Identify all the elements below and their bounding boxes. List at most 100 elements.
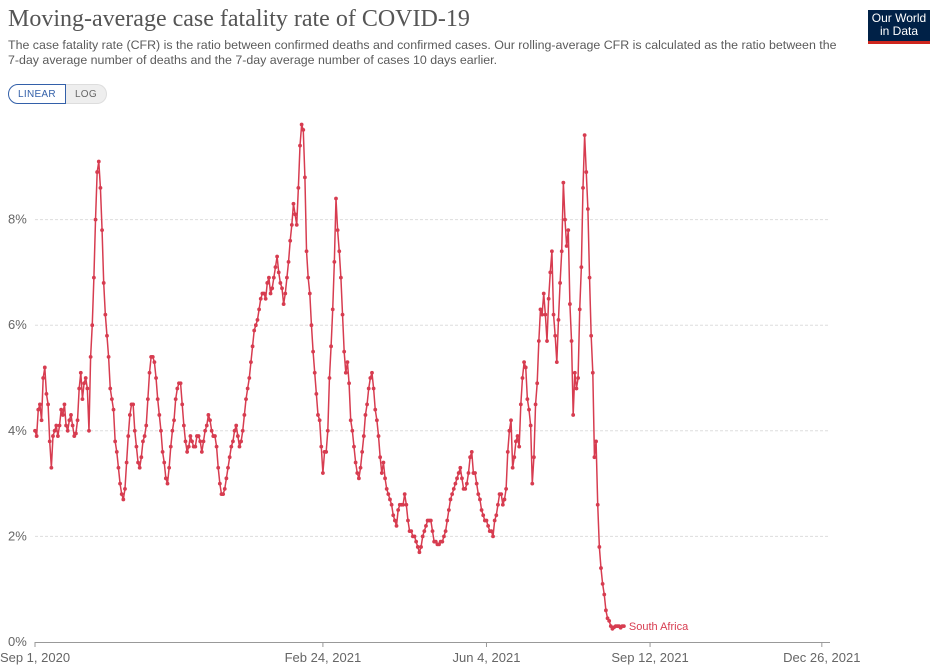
data-point[interactable]	[340, 312, 345, 317]
data-point[interactable]	[474, 481, 479, 486]
data-point[interactable]	[517, 444, 522, 449]
data-point[interactable]	[167, 465, 172, 470]
data-point[interactable]	[199, 450, 204, 454]
data-point[interactable]	[267, 275, 271, 280]
data-point[interactable]	[394, 523, 399, 528]
data-point[interactable]	[571, 413, 576, 417]
data-point[interactable]	[317, 418, 322, 423]
data-point[interactable]	[314, 391, 319, 396]
data-point[interactable]	[581, 186, 585, 190]
data-point[interactable]	[237, 444, 242, 449]
data-point[interactable]	[95, 170, 100, 174]
data-point[interactable]	[126, 434, 131, 438]
data-point[interactable]	[365, 402, 369, 407]
data-point[interactable]	[62, 402, 67, 407]
data-point[interactable]	[121, 497, 126, 502]
data-point[interactable]	[216, 465, 221, 470]
data-point[interactable]	[325, 428, 330, 433]
data-point[interactable]	[525, 397, 530, 402]
data-point[interactable]	[361, 434, 366, 438]
data-point[interactable]	[599, 566, 603, 570]
data-point[interactable]	[278, 281, 283, 285]
data-point[interactable]	[343, 370, 348, 375]
data-point[interactable]	[533, 402, 538, 407]
data-point[interactable]	[285, 275, 289, 280]
data-point[interactable]	[114, 450, 119, 454]
data-point[interactable]	[406, 518, 410, 523]
data-point[interactable]	[42, 365, 47, 370]
data-point[interactable]	[275, 254, 279, 259]
data-point[interactable]	[486, 523, 491, 528]
data-point[interactable]	[44, 391, 49, 396]
data-point[interactable]	[456, 471, 461, 475]
data-point[interactable]	[312, 370, 317, 375]
data-point[interactable]	[160, 450, 165, 454]
data-point[interactable]	[239, 439, 244, 444]
data-point[interactable]	[245, 386, 250, 391]
data-point[interactable]	[75, 418, 80, 423]
data-point[interactable]	[41, 376, 46, 380]
data-point[interactable]	[582, 133, 587, 138]
data-point[interactable]	[60, 413, 65, 417]
data-point[interactable]	[451, 486, 456, 491]
data-point[interactable]	[443, 529, 448, 534]
data-point[interactable]	[70, 423, 75, 428]
data-point[interactable]	[368, 376, 373, 380]
data-point[interactable]	[80, 397, 85, 402]
data-point[interactable]	[87, 428, 91, 433]
data-point[interactable]	[504, 486, 509, 491]
data-point[interactable]	[203, 428, 208, 433]
data-point[interactable]	[492, 518, 497, 523]
data-point[interactable]	[262, 291, 266, 296]
data-point[interactable]	[183, 439, 188, 444]
data-point[interactable]	[339, 275, 343, 280]
data-point[interactable]	[124, 460, 129, 465]
data-point[interactable]	[276, 270, 281, 275]
data-point[interactable]	[564, 244, 569, 248]
data-point[interactable]	[576, 376, 580, 380]
data-point[interactable]	[196, 434, 201, 438]
data-point[interactable]	[363, 413, 368, 417]
data-point[interactable]	[217, 481, 222, 486]
data-point[interactable]	[579, 265, 584, 270]
data-point[interactable]	[420, 534, 425, 539]
data-point[interactable]	[204, 423, 209, 428]
data-point[interactable]	[514, 439, 518, 444]
data-point[interactable]	[258, 296, 263, 301]
data-point[interactable]	[172, 418, 176, 423]
data-point[interactable]	[417, 550, 422, 555]
data-point[interactable]	[303, 175, 307, 180]
data-point[interactable]	[568, 302, 572, 306]
data-point[interactable]	[281, 302, 286, 306]
data-point[interactable]	[370, 370, 374, 375]
data-point[interactable]	[141, 439, 145, 444]
data-point[interactable]	[453, 481, 458, 486]
data-point[interactable]	[446, 508, 451, 512]
data-point[interactable]	[309, 323, 314, 328]
data-point[interactable]	[355, 471, 360, 475]
data-point[interactable]	[39, 418, 44, 423]
data-point[interactable]	[321, 471, 325, 475]
data-point[interactable]	[109, 397, 114, 402]
data-point[interactable]	[304, 249, 309, 254]
data-point[interactable]	[296, 186, 301, 190]
data-point[interactable]	[464, 481, 469, 486]
data-point[interactable]	[404, 502, 409, 507]
data-point[interactable]	[553, 333, 558, 338]
data-point[interactable]	[386, 492, 391, 497]
data-point[interactable]	[510, 465, 515, 470]
data-point[interactable]	[543, 312, 548, 317]
data-point[interactable]	[150, 354, 155, 359]
data-point[interactable]	[111, 407, 116, 412]
data-point[interactable]	[389, 502, 394, 507]
data-point[interactable]	[523, 365, 528, 370]
data-point[interactable]	[301, 127, 306, 132]
data-point[interactable]	[334, 196, 338, 201]
data-point[interactable]	[597, 545, 602, 549]
data-point[interactable]	[152, 360, 157, 365]
data-point[interactable]	[374, 418, 379, 423]
data-point[interactable]	[489, 529, 494, 534]
data-point[interactable]	[621, 624, 626, 629]
data-point[interactable]	[294, 222, 299, 227]
data-point[interactable]	[213, 434, 217, 438]
